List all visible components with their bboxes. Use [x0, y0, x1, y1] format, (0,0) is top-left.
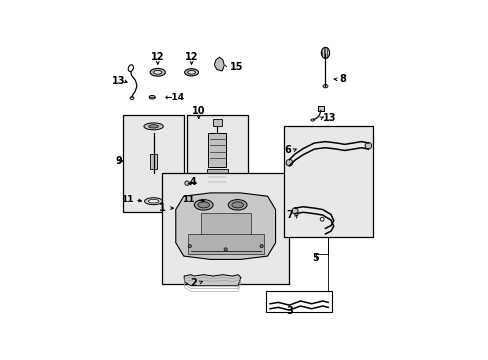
Ellipse shape [184, 69, 198, 76]
Bar [123, 115, 183, 212]
Bar [284, 126, 372, 237]
Text: 4: 4 [189, 177, 196, 187]
Circle shape [285, 159, 292, 166]
Ellipse shape [211, 199, 223, 203]
Text: 7: 7 [286, 210, 293, 220]
Text: 15: 15 [229, 62, 243, 72]
Ellipse shape [207, 198, 226, 205]
Ellipse shape [148, 199, 159, 203]
Text: 5: 5 [312, 253, 319, 263]
Text: ←14: ←14 [164, 93, 184, 102]
Circle shape [291, 208, 297, 214]
Text: 10: 10 [192, 106, 205, 116]
Ellipse shape [231, 202, 243, 208]
Ellipse shape [321, 48, 329, 58]
Ellipse shape [149, 95, 155, 99]
Text: 12: 12 [184, 51, 198, 62]
Bar [213, 120, 221, 126]
Text: 11: 11 [182, 195, 194, 204]
Polygon shape [183, 275, 241, 286]
Bar [208, 133, 226, 167]
Ellipse shape [322, 85, 327, 88]
Circle shape [184, 181, 189, 185]
Text: 13: 13 [322, 113, 335, 123]
Text: 8: 8 [339, 74, 346, 84]
Text: 3: 3 [285, 306, 292, 316]
Ellipse shape [198, 202, 209, 208]
Polygon shape [187, 234, 263, 254]
Bar [186, 115, 247, 212]
Polygon shape [214, 57, 224, 71]
Polygon shape [200, 213, 250, 239]
Bar [206, 169, 227, 187]
Text: 13: 13 [112, 76, 125, 86]
Ellipse shape [153, 70, 162, 74]
Ellipse shape [148, 125, 158, 128]
Text: 2: 2 [189, 278, 196, 288]
Circle shape [188, 244, 191, 248]
Circle shape [224, 248, 227, 251]
Text: 6: 6 [284, 145, 290, 155]
Ellipse shape [187, 71, 195, 74]
Ellipse shape [228, 199, 246, 210]
Circle shape [365, 143, 371, 149]
Text: 12: 12 [151, 51, 164, 62]
Text: 1: 1 [159, 203, 166, 213]
Text: 9: 9 [115, 156, 122, 166]
Bar [265, 291, 332, 312]
Ellipse shape [150, 68, 165, 76]
Polygon shape [175, 193, 275, 260]
Ellipse shape [143, 123, 163, 130]
Text: 11: 11 [121, 195, 133, 204]
Bar [317, 105, 323, 111]
Bar [150, 154, 157, 169]
Bar [162, 174, 289, 284]
Ellipse shape [144, 198, 163, 205]
Ellipse shape [194, 199, 213, 210]
Circle shape [260, 244, 263, 248]
